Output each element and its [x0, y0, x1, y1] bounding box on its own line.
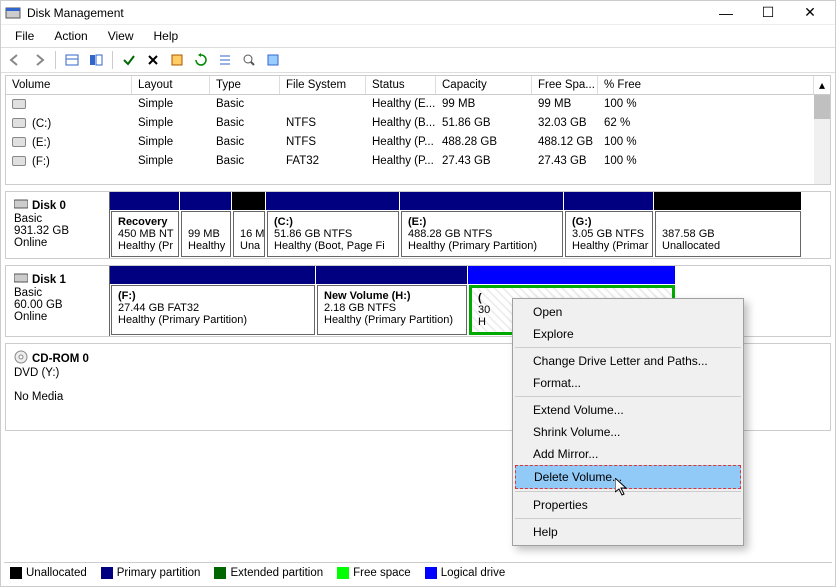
panel-icon[interactable]: [86, 50, 106, 70]
partition[interactable]: New Volume (H:)2.18 GB NTFSHealthy (Prim…: [317, 285, 467, 335]
col-type[interactable]: Type: [210, 76, 280, 94]
forward-button[interactable]: [29, 50, 49, 70]
window-title: Disk Management: [27, 6, 705, 20]
disk0-info: Disk 0 Basic 931.32 GB Online: [6, 192, 110, 258]
toolbar: [1, 47, 835, 73]
table-row[interactable]: (E:)SimpleBasicNTFSHealthy (P...488.28 G…: [6, 133, 830, 152]
menu-help[interactable]: Help: [146, 27, 187, 45]
col-freespace[interactable]: Free Spa...: [532, 76, 598, 94]
disk1-info: Disk 1 Basic 60.00 GB Online: [6, 266, 110, 336]
volume-list: SimpleBasicHealthy (E...99 MB99 MB100 %(…: [5, 95, 831, 185]
search-icon[interactable]: [239, 50, 259, 70]
x-icon[interactable]: [143, 50, 163, 70]
ctx-extend[interactable]: Extend Volume...: [515, 399, 741, 421]
context-menu: Open Explore Change Drive Letter and Pat…: [512, 298, 744, 546]
legend-extended-swatch: [214, 567, 226, 579]
ctx-explore[interactable]: Explore: [515, 323, 741, 345]
app-icon: [5, 5, 21, 21]
scrollbar[interactable]: [814, 95, 830, 184]
ctx-format[interactable]: Format...: [515, 372, 741, 394]
partition[interactable]: Recovery450 MB NTHealthy (Pr: [111, 211, 179, 257]
partition[interactable]: (G:)3.05 GB NTFSHealthy (Primar: [565, 211, 653, 257]
disk-icon: [14, 272, 28, 287]
table-row[interactable]: (C:)SimpleBasicNTFSHealthy (B...51.86 GB…: [6, 114, 830, 133]
col-volume[interactable]: Volume: [6, 76, 132, 94]
partition[interactable]: 16 MUna: [233, 211, 265, 257]
partition[interactable]: (F:)27.44 GB FAT32Healthy (Primary Parti…: [111, 285, 315, 335]
ctx-shrink[interactable]: Shrink Volume...: [515, 421, 741, 443]
table-row[interactable]: (F:)SimpleBasicFAT32Healthy (P...27.43 G…: [6, 152, 830, 171]
legend-unalloc-swatch: [10, 567, 22, 579]
ctx-mirror[interactable]: Add Mirror...: [515, 443, 741, 465]
legend-primary-swatch: [101, 567, 113, 579]
scroll-up-icon[interactable]: ▴: [814, 76, 830, 94]
minimize-button[interactable]: —: [705, 1, 747, 25]
col-capacity[interactable]: Capacity: [436, 76, 532, 94]
col-pctfree[interactable]: % Free: [598, 76, 814, 94]
partition[interactable]: 387.58 GBUnallocated: [655, 211, 801, 257]
back-button[interactable]: [5, 50, 25, 70]
legend-logical-swatch: [425, 567, 437, 579]
ctx-help[interactable]: Help: [515, 521, 741, 543]
ctx-change-letter[interactable]: Change Drive Letter and Paths...: [515, 350, 741, 372]
wizard-icon[interactable]: [263, 50, 283, 70]
menubar: File Action View Help: [1, 25, 835, 47]
view-icon[interactable]: [62, 50, 82, 70]
menu-action[interactable]: Action: [46, 27, 95, 45]
titlebar: Disk Management — ☐ ✕: [1, 1, 835, 25]
list-icon[interactable]: [215, 50, 235, 70]
partition[interactable]: (C:)51.86 GB NTFSHealthy (Boot, Page Fi: [267, 211, 399, 257]
disk-icon: [14, 198, 28, 213]
col-filesystem[interactable]: File System: [280, 76, 366, 94]
partition[interactable]: 99 MBHealthy: [181, 211, 231, 257]
volume-list-header: Volume Layout Type File System Status Ca…: [5, 75, 831, 95]
maximize-button[interactable]: ☐: [747, 1, 789, 25]
menu-view[interactable]: View: [100, 27, 142, 45]
menu-file[interactable]: File: [7, 27, 42, 45]
legend: Unallocated Primary partition Extended p…: [4, 562, 832, 583]
col-layout[interactable]: Layout: [132, 76, 210, 94]
close-button[interactable]: ✕: [789, 1, 831, 25]
partition[interactable]: (E:)488.28 GB NTFSHealthy (Primary Parti…: [401, 211, 563, 257]
ctx-properties[interactable]: Properties: [515, 494, 741, 516]
cdrom-icon: [14, 350, 28, 367]
col-status[interactable]: Status: [366, 76, 436, 94]
properties-icon[interactable]: [167, 50, 187, 70]
disk0-panel: Disk 0 Basic 931.32 GB Online Recovery45…: [5, 191, 831, 259]
refresh-icon[interactable]: [191, 50, 211, 70]
checkmark-icon[interactable]: [119, 50, 139, 70]
ctx-open[interactable]: Open: [515, 301, 741, 323]
table-row[interactable]: SimpleBasicHealthy (E...99 MB99 MB100 %: [6, 95, 830, 114]
ctx-delete-volume[interactable]: Delete Volume...: [515, 465, 741, 489]
legend-freespace-swatch: [337, 567, 349, 579]
